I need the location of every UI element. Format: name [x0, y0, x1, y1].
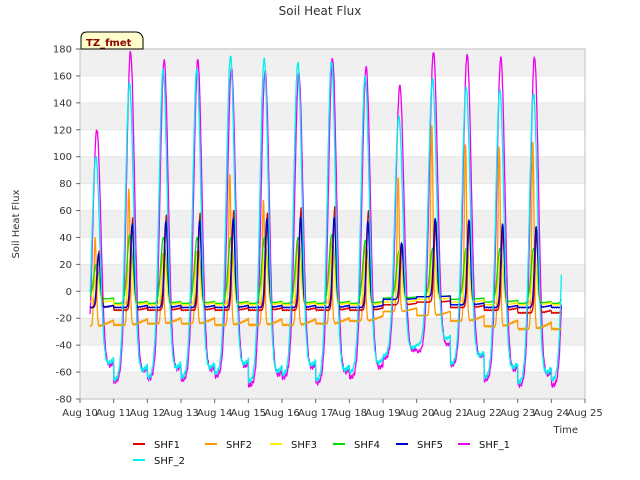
x-tick-label: Aug 15: [231, 408, 266, 419]
x-tick-label: Aug 13: [163, 408, 198, 419]
tz-badge-label: TZ_fmet: [86, 38, 132, 49]
series-line-shf5: [89, 216, 562, 309]
tz-badge-box: [80, 31, 144, 50]
series-line-shf-2: [89, 55, 563, 385]
x-tick-label: Aug 18: [332, 408, 367, 419]
tz-badge: TZ_fmet: [80, 31, 144, 50]
y-tick-label: 40: [59, 233, 72, 244]
y-tick-label: -20: [56, 314, 72, 325]
series-line-shf2: [89, 125, 562, 331]
plot-band: [80, 318, 585, 346]
x-tick-label: Aug 12: [130, 408, 165, 419]
legend-label: SHF4: [354, 440, 380, 451]
y-tick-label: 20: [59, 260, 72, 271]
x-tick-label: Aug 24: [534, 408, 569, 419]
x-tick-label: Aug 20: [399, 408, 434, 419]
legend-label: SHF2: [226, 440, 252, 451]
x-tick-label: Aug 21: [433, 408, 468, 419]
y-tick-label: 0: [66, 287, 72, 298]
x-tick-label: Aug 11: [96, 408, 131, 419]
y-tick-label: 120: [53, 125, 72, 136]
y-axis-ticks: -80 -60 -40 -20 0 20 40 60 80 100 120 140 160 180: [53, 45, 80, 406]
x-axis-title: Time: [553, 425, 578, 436]
y-tick-label: -80: [56, 395, 72, 406]
y-axis-title: Soil Heat Flux: [11, 189, 22, 258]
legend-label: SHF_1: [479, 440, 510, 451]
y-tick-label: 140: [53, 98, 72, 109]
x-tick-label: Aug 19: [365, 408, 400, 419]
plot-frame: [79, 48, 586, 400]
x-tick-label: Aug 23: [500, 408, 535, 419]
x-tick-label: Aug 16: [264, 408, 299, 419]
y-tick-label: -40: [56, 341, 72, 352]
y-tick-label: 180: [53, 45, 72, 56]
plot-band: [80, 156, 585, 184]
legend-label: SHF_2: [154, 456, 185, 467]
plot-band: [80, 372, 585, 399]
x-tick-label: Aug 22: [466, 408, 501, 419]
y-tick-label: -60: [56, 368, 72, 379]
legend-label: SHF1: [154, 440, 180, 451]
y-tick-label: 100: [53, 152, 72, 163]
legend: SHF1 SHF2 SHF3 SHF4 SHF5 SHF_1 SHF_2: [133, 440, 510, 467]
x-tick-label: Aug 14: [197, 408, 232, 419]
x-tick-label: Aug 17: [298, 408, 333, 419]
legend-label: SHF3: [291, 440, 317, 451]
legend-label: SHF5: [417, 440, 443, 451]
series-layer: [89, 51, 563, 388]
y-tick-label: 80: [59, 179, 72, 190]
plot-band: [80, 102, 585, 130]
x-tick-label: Aug 10: [62, 408, 97, 419]
chart-title: Soil Heat Flux: [279, 4, 362, 18]
series-line-shf3: [89, 246, 562, 306]
y-tick-label: 160: [53, 71, 72, 82]
y-tick-label: 60: [59, 206, 72, 217]
x-tick-label: Aug 25: [567, 408, 602, 419]
